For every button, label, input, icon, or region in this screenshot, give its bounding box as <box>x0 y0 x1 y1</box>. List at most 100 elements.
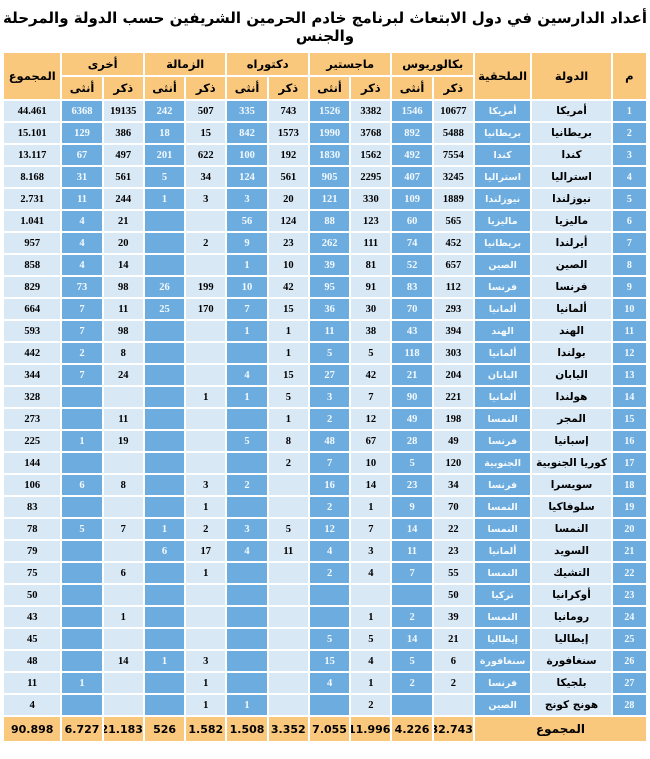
cell-master-male: 3 <box>351 541 391 561</box>
cell-doctorate-female <box>227 629 267 649</box>
cell-bachelor-female: 43 <box>392 321 432 341</box>
cell-fellowship-male <box>186 365 226 385</box>
cell-doctorate-female <box>227 453 267 473</box>
cell-row-number: 4 <box>612 167 646 187</box>
cell-other-male: 561 <box>103 167 143 187</box>
cell-country: استراليا <box>532 167 611 187</box>
cell-master-male: 2295 <box>351 167 391 187</box>
cell-bachelor-male: 10677 <box>433 101 473 121</box>
cell-master-male: 12 <box>351 409 391 429</box>
cell-country: إسبانيا <box>532 431 611 451</box>
cell-bachelor-male: 303 <box>433 343 473 363</box>
cell-master-male: 67 <box>351 431 391 451</box>
cell-master-female <box>309 585 350 605</box>
cell-country: سويسرا <box>532 475 611 495</box>
cell-country: ألمانيا <box>532 299 611 319</box>
header-country: الدولة <box>532 53 611 99</box>
cell-attache: أمريكا <box>474 101 531 121</box>
footer-bachelor-male: 32.743 <box>433 717 473 741</box>
cell-fellowship-male: 507 <box>186 101 226 121</box>
cell-master-female: 2 <box>309 497 350 517</box>
cell-bachelor-female: 90 <box>392 387 432 407</box>
cell-attache: النمسا <box>474 563 531 583</box>
cell-master-male: 1 <box>351 607 391 627</box>
table-row: 15 المجر النمسا 198 49 12 2 1 11 273 <box>4 409 646 429</box>
cell-fellowship-female <box>144 607 185 627</box>
table-row: 11 الهند الهند 394 43 38 11 1 1 98 7 593 <box>4 321 646 341</box>
cell-fellowship-female <box>144 475 185 495</box>
cell-doctorate-male: 1 <box>268 321 308 341</box>
cell-other-female: 6368 <box>62 101 102 121</box>
cell-country: ماليزيا <box>532 211 611 231</box>
cell-fellowship-female: 6 <box>144 541 185 561</box>
cell-fellowship-male <box>186 453 226 473</box>
cell-master-female <box>309 607 350 627</box>
cell-bachelor-female: 49 <box>392 409 432 429</box>
cell-doctorate-male: 5 <box>268 519 308 539</box>
cell-other-male: 98 <box>103 277 143 297</box>
cell-bachelor-female: 83 <box>392 277 432 297</box>
cell-attache: تركيا <box>474 585 531 605</box>
footer-doctorate-female: 1.508 <box>227 717 267 741</box>
cell-other-male: 11 <box>103 299 143 319</box>
cell-doctorate-male: 8 <box>268 431 308 451</box>
cell-other-female: 4 <box>62 233 102 253</box>
cell-doctorate-female: 4 <box>227 365 267 385</box>
cell-fellowship-female: 25 <box>144 299 185 319</box>
cell-bachelor-male: 50 <box>433 585 473 605</box>
cell-other-female <box>62 563 102 583</box>
cell-total: 4 <box>4 695 61 715</box>
cell-fellowship-female: 1 <box>144 651 185 671</box>
cell-row-number: 8 <box>612 255 646 275</box>
cell-fellowship-male <box>186 607 226 627</box>
cell-fellowship-female: 201 <box>144 145 185 165</box>
cell-master-female: 2 <box>309 409 350 429</box>
table-row: 12 بولندا ألمانيا 303 118 5 5 1 8 2 442 <box>4 343 646 363</box>
cell-other-male: 14 <box>103 255 143 275</box>
cell-bachelor-female: 7 <box>392 563 432 583</box>
cell-row-number: 27 <box>612 673 646 693</box>
cell-other-male: 19 <box>103 431 143 451</box>
table-row: 17 كوريا الجنوبية الجنوبية 120 5 10 7 2 144 <box>4 453 646 473</box>
cell-other-male <box>103 453 143 473</box>
cell-master-female: 4 <box>309 541 350 561</box>
cell-attache: فرنسا <box>474 277 531 297</box>
cell-attache: الصين <box>474 695 531 715</box>
footer-row: المجموع 32.743 4.226 11.996 7.055 3.352 … <box>4 717 646 741</box>
cell-country: الهند <box>532 321 611 341</box>
cell-total: 664 <box>4 299 61 319</box>
cell-doctorate-female <box>227 563 267 583</box>
cell-fellowship-female <box>144 431 185 451</box>
cell-country: هولندا <box>532 387 611 407</box>
cell-master-male: 5 <box>351 343 391 363</box>
cell-fellowship-male <box>186 409 226 429</box>
cell-bachelor-male: 112 <box>433 277 473 297</box>
cell-other-male: 14 <box>103 651 143 671</box>
header-other-male: ذكر <box>103 77 143 99</box>
cell-attache: الصين <box>474 255 531 275</box>
cell-doctorate-male: 561 <box>268 167 308 187</box>
cell-master-male: 30 <box>351 299 391 319</box>
cell-fellowship-male: 3 <box>186 475 226 495</box>
cell-other-male <box>103 387 143 407</box>
footer-master-female: 7.055 <box>309 717 350 741</box>
cell-bachelor-male: 23 <box>433 541 473 561</box>
cell-doctorate-male: 743 <box>268 101 308 121</box>
cell-master-male: 3382 <box>351 101 391 121</box>
cell-total: 829 <box>4 277 61 297</box>
cell-fellowship-male <box>186 211 226 231</box>
cell-other-male: 24 <box>103 365 143 385</box>
header-bachelor-female: أنثى <box>392 77 432 99</box>
cell-fellowship-male: 170 <box>186 299 226 319</box>
cell-master-female: 1830 <box>309 145 350 165</box>
cell-country: أوكرانيا <box>532 585 611 605</box>
cell-other-female: 4 <box>62 255 102 275</box>
footer-other-male: 21.183 <box>103 717 143 741</box>
table-row: 19 سلوفاكيا النمسا 70 9 1 2 1 83 <box>4 497 646 517</box>
cell-row-number: 23 <box>612 585 646 605</box>
table-row: 20 النمسا النمسا 22 14 7 12 5 3 2 1 7 5 78 <box>4 519 646 539</box>
cell-attache: ألمانيا <box>474 541 531 561</box>
cell-total: 225 <box>4 431 61 451</box>
cell-other-female: 7 <box>62 299 102 319</box>
cell-bachelor-male: 49 <box>433 431 473 451</box>
